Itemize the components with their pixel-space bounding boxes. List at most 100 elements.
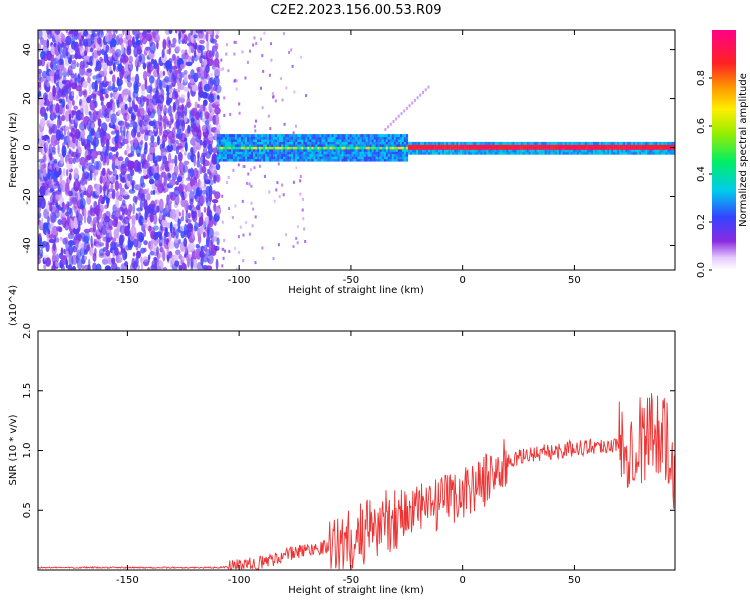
heatmap-cell (522, 146, 525, 150)
heatmap-cell (304, 240, 307, 243)
heatmap-cell (169, 221, 173, 234)
heatmap-cell (556, 151, 559, 155)
heatmap-cell (514, 151, 517, 155)
heatmap-cell (365, 153, 368, 157)
heatmap-cell (296, 225, 299, 229)
heatmap-cell (168, 30, 173, 35)
heatmap-cell (371, 141, 374, 145)
heatmap-cell (436, 144, 439, 148)
heatmap-cell (401, 146, 405, 150)
heatmap-cell (605, 144, 608, 148)
heatmap-cell (155, 86, 159, 97)
heatmap-cell (257, 151, 260, 155)
heatmap-cell (512, 141, 515, 145)
heatmap-cell (399, 158, 403, 162)
heatmap-cell (94, 80, 98, 92)
heatmap-cell (420, 151, 423, 155)
heatmap-cell (403, 141, 407, 145)
heatmap-cell (52, 103, 57, 113)
heatmap-cell (115, 198, 120, 208)
heatmap-cell (385, 153, 388, 157)
heatmap-cell (554, 141, 557, 145)
heatmap-cell (263, 136, 266, 140)
heatmap-cell (369, 148, 372, 152)
heatmap-cell (277, 243, 280, 247)
heatmap-cell (105, 117, 111, 122)
heatmap-cell (526, 141, 529, 145)
heatmap-cell (150, 190, 154, 195)
heatmap-cell (108, 66, 112, 72)
heatmap-cell (154, 199, 160, 205)
heatmap-cell (236, 146, 240, 150)
heatmap-cell (162, 267, 168, 270)
heatmap-cell (267, 151, 270, 155)
heatmap-cell (347, 136, 350, 140)
heatmap-cell (136, 161, 142, 172)
heatmap-cell (558, 141, 561, 145)
heatmap-cell (591, 144, 594, 148)
heatmap-cell (277, 143, 280, 147)
heatmap-cell (259, 139, 262, 142)
heatmap-cell (462, 141, 465, 145)
heatmap-cell (269, 127, 272, 131)
heatmap-cell (279, 134, 282, 138)
heatmap-cell (476, 151, 479, 155)
heatmap-cell (285, 158, 288, 162)
heatmap-cell (285, 136, 288, 140)
heatmap-cell (117, 156, 124, 162)
heatmap-cell (273, 148, 276, 152)
heatmap-cell (395, 156, 398, 160)
heatmap-cell (101, 167, 106, 177)
heatmap-cell (204, 160, 210, 166)
heatmap-cell (215, 258, 219, 270)
heatmap-cell (99, 38, 103, 48)
heatmap-cell (251, 151, 254, 155)
heatmap-cell (383, 139, 386, 142)
heatmap-cell (440, 144, 443, 148)
heatmap-cell (285, 156, 288, 160)
heatmap-cell (175, 249, 181, 255)
heatmap-cell (534, 151, 537, 155)
heatmap-cell (289, 139, 292, 142)
heatmap-cell (303, 136, 306, 140)
heatmap-cell (369, 139, 372, 142)
heatmap-cell (129, 160, 135, 170)
heatmap-cell (303, 158, 306, 162)
heatmap-cell (653, 144, 656, 148)
heatmap-cell (315, 141, 318, 145)
heatmap-cell (554, 151, 557, 155)
heatmap-cell (305, 158, 308, 162)
heatmap-cell (621, 151, 624, 155)
heatmap-cell (476, 144, 479, 148)
heatmap-cell (492, 141, 495, 145)
heatmap-cell (353, 134, 356, 138)
heatmap-cell (385, 151, 388, 155)
heatmap-cell (45, 257, 51, 267)
heatmap-cell (281, 141, 284, 145)
heatmap-cell (73, 30, 79, 37)
heatmap-cell (97, 198, 101, 209)
heatmap-cell (46, 82, 50, 88)
heatmap-cell (218, 151, 221, 155)
heatmap-cell (162, 70, 166, 77)
heatmap-cell (329, 134, 332, 138)
heatmap-cell (558, 146, 561, 150)
heatmap-cell (101, 122, 108, 133)
heatmap-cell (510, 151, 513, 155)
heatmap-cell (450, 146, 453, 150)
heatmap-cell (627, 146, 630, 150)
heatmap-cell (454, 144, 457, 148)
heatmap-cell (375, 146, 378, 150)
heatmap-cell (285, 134, 288, 138)
heatmap-cell (387, 148, 390, 152)
heatmap-cell (127, 38, 133, 48)
heatmap-cell (639, 151, 642, 155)
heatmap-cell (488, 144, 491, 148)
heatmap-cell (407, 151, 411, 155)
heatmap-cell (403, 136, 407, 140)
heatmap-cell (343, 139, 346, 142)
heatmap-cell (271, 151, 274, 155)
heatmap-cell (391, 148, 394, 152)
heatmap-cell (480, 141, 483, 145)
heatmap-cell (633, 144, 636, 148)
